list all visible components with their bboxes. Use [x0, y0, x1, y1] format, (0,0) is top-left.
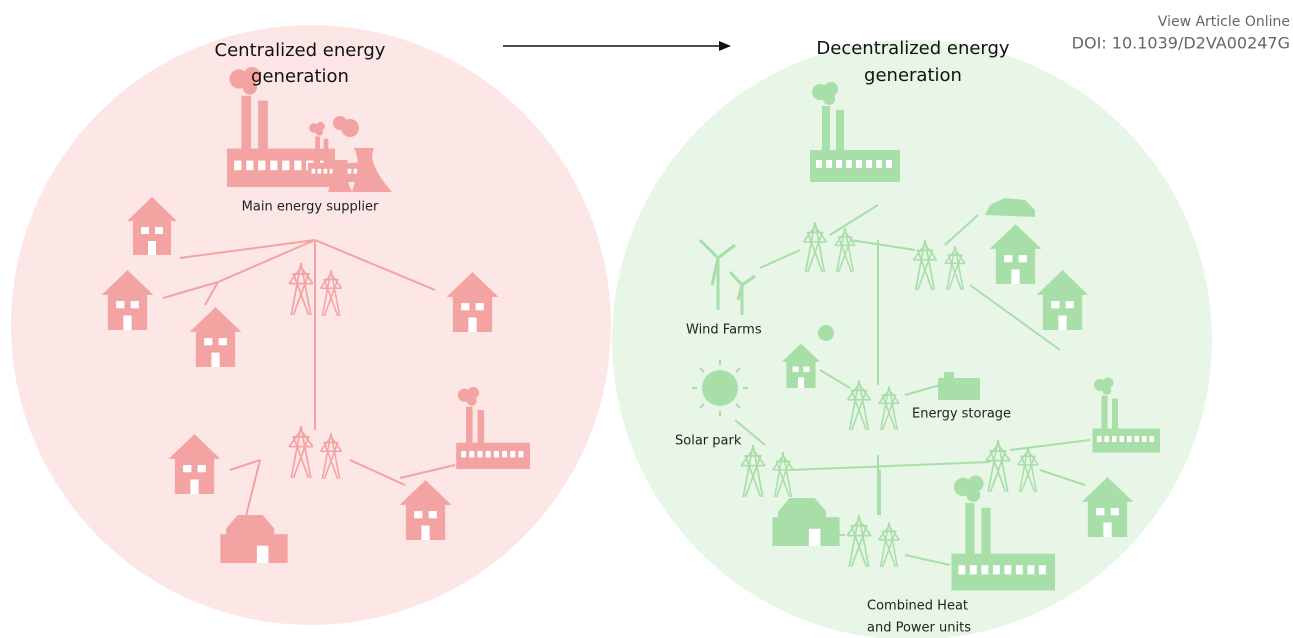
- decentralized-area: [612, 40, 1212, 638]
- label: Solar park: [675, 434, 742, 449]
- panel-title: generation: [251, 66, 349, 87]
- label: Main energy supplier: [242, 200, 379, 215]
- figure: View Article Online DOI: 10.1039/D2VA002…: [0, 0, 1293, 638]
- label: Wind Farms: [686, 323, 762, 338]
- panel-title: generation: [864, 65, 962, 86]
- article-link[interactable]: View Article Online: [1158, 14, 1290, 30]
- battery: [938, 378, 980, 400]
- transition-arrow: [503, 41, 731, 51]
- solar-park: [702, 370, 738, 406]
- label: Combined Heat: [867, 599, 968, 614]
- label: and Power units: [867, 621, 971, 636]
- panel-title: Centralized energy: [215, 40, 386, 61]
- doi[interactable]: DOI: 10.1039/D2VA00247G: [1072, 34, 1290, 53]
- sun: [818, 325, 834, 341]
- label: Energy storage: [912, 407, 1011, 422]
- centralized-area: [11, 25, 611, 625]
- panel-title: Decentralized energy: [816, 38, 1010, 59]
